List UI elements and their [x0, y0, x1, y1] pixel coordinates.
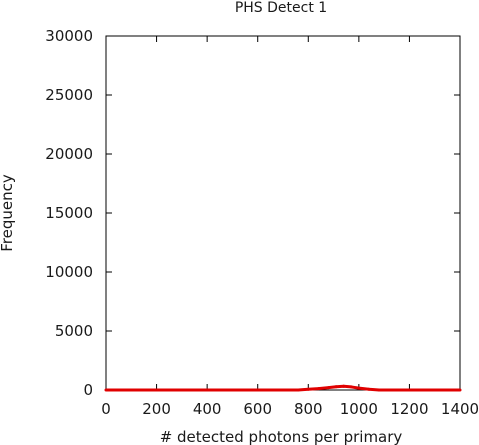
data-point [306, 387, 310, 391]
data-point [458, 388, 462, 392]
y-tick-label: 15000 [45, 204, 93, 222]
y-tick-label: 30000 [45, 27, 93, 45]
x-tick-label: 1400 [441, 400, 479, 418]
data-point [256, 388, 260, 392]
data-point [155, 388, 159, 392]
x-tick-label: 200 [142, 400, 171, 418]
y-tick-label: 5000 [55, 322, 93, 340]
data-point [180, 388, 184, 392]
x-tick-label: 800 [294, 400, 323, 418]
x-tick-label: 600 [243, 400, 272, 418]
chart-title: PHS Detect 1 [235, 0, 327, 16]
x-axis-label: # detected photons per primary [160, 428, 403, 445]
data-point [104, 388, 108, 392]
data-point [357, 386, 361, 390]
data-point [349, 385, 353, 389]
data-point [296, 388, 300, 392]
data-point [281, 388, 285, 392]
data-point [377, 388, 381, 392]
x-axis-ticks: 0 200 400 600 800 1000 1200 1400 [101, 36, 479, 418]
y-axis-label: Frequency [0, 174, 16, 252]
data-point [367, 387, 371, 391]
plot-area-frame [105, 35, 461, 391]
data-point [129, 388, 133, 392]
data-point [407, 388, 411, 392]
y-tick-label: 25000 [45, 86, 93, 104]
y-tick-label: 20000 [45, 145, 93, 163]
data-point [316, 387, 320, 391]
data-point [334, 385, 338, 389]
x-tick-label: 1200 [390, 400, 428, 418]
x-tick-label: 400 [193, 400, 222, 418]
x-tick-label: 0 [101, 400, 111, 418]
y-tick-label: 0 [83, 381, 93, 399]
data-point [342, 384, 346, 388]
data-point [230, 388, 234, 392]
x-tick-label: 1000 [340, 400, 378, 418]
data-point [327, 386, 331, 390]
data-point [433, 388, 437, 392]
y-tick-label: 10000 [45, 263, 93, 281]
data-point [205, 388, 209, 392]
y-axis-ticks: 0 5000 10000 15000 20000 25000 30000 [45, 27, 460, 399]
series-layer [104, 384, 462, 392]
